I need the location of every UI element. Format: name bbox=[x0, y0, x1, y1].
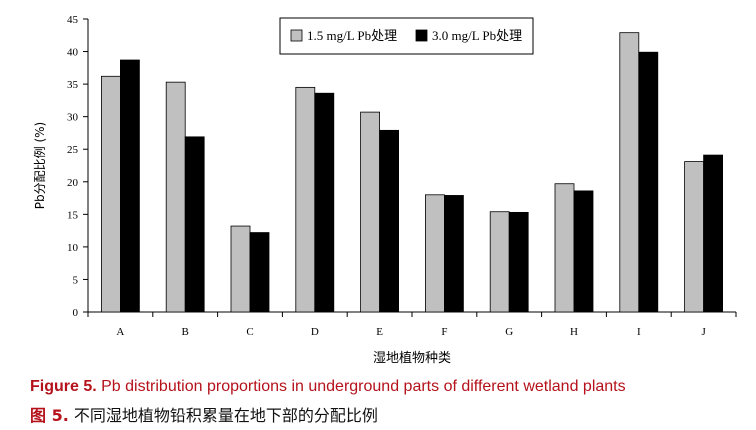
y-axis-title: Pb分配比例 (%) bbox=[33, 122, 47, 209]
x-tick-label: F bbox=[441, 326, 447, 338]
y-tick-label: 0 bbox=[73, 307, 79, 319]
x-tick-label: H bbox=[570, 326, 578, 338]
bar-series2-A bbox=[120, 59, 140, 313]
bar-series2-D bbox=[314, 92, 335, 313]
x-tick-label: G bbox=[505, 326, 513, 338]
bar-series2-C bbox=[249, 232, 270, 313]
bar-series1-C bbox=[230, 225, 251, 313]
bar-series1-G bbox=[489, 211, 510, 313]
y-tick-label: 30 bbox=[67, 112, 79, 124]
legend-swatch-series2 bbox=[415, 29, 428, 42]
x-tick-label: D bbox=[311, 326, 319, 338]
x-tick-label: J bbox=[701, 326, 706, 338]
caption-english-label: Figure 5. bbox=[30, 378, 97, 395]
x-tick-label: I bbox=[637, 326, 641, 338]
x-tick-label: E bbox=[376, 326, 383, 338]
bar-series1-A bbox=[101, 75, 121, 313]
caption-chinese: 图 5. 不同湿地植物铅积累量在地下部的分配比例 bbox=[30, 402, 378, 426]
legend-label-series1: 1.5 mg/L Pb处理 bbox=[307, 28, 397, 43]
bar-chart: 0 5 10 15 20 25 30 35 40 45 A B C D E F G H I J 湿地植物种类 Pb分配比例… bbox=[33, 14, 737, 366]
x-axis-title: 湿地植物种类 bbox=[373, 351, 451, 366]
bar-series1-J bbox=[684, 161, 704, 313]
bar-series2-B bbox=[184, 136, 205, 313]
bar-series1-D bbox=[295, 86, 316, 313]
bar-series2-E bbox=[379, 129, 400, 313]
bar-series1-H bbox=[554, 183, 575, 313]
y-tick-label: 45 bbox=[67, 14, 79, 26]
x-tick-label: C bbox=[246, 326, 253, 338]
bar-series1-B bbox=[165, 81, 186, 313]
y-tick-label: 5 bbox=[73, 274, 79, 286]
legend-box bbox=[279, 17, 534, 55]
caption-chinese-text: 不同湿地植物铅积累量在地下部的分配比例 bbox=[68, 406, 378, 425]
bar-series2-F bbox=[443, 195, 464, 313]
y-tick-label: 10 bbox=[67, 242, 79, 254]
bar-series2-G bbox=[508, 211, 529, 313]
bar-series1-F bbox=[424, 194, 445, 313]
caption-english: Figure 5. Pb distribution proportions in… bbox=[30, 378, 626, 396]
chart-bars bbox=[101, 32, 723, 313]
y-tick-label: 20 bbox=[67, 177, 79, 189]
legend-label-series2: 3.0 mg/L Pb处理 bbox=[432, 28, 522, 43]
y-tick-label: 25 bbox=[67, 144, 79, 156]
legend-swatch-series1 bbox=[290, 29, 303, 42]
x-tick-label: B bbox=[182, 326, 189, 338]
caption-chinese-label: 图 5. bbox=[30, 406, 69, 425]
y-tick-label: 35 bbox=[67, 79, 79, 91]
chart-legend: 1.5 mg/L Pb处理 3.0 mg/L Pb处理 bbox=[279, 17, 534, 55]
caption-english-text: Pb distribution proportions in undergrou… bbox=[96, 378, 626, 395]
bar-series1-E bbox=[360, 111, 381, 313]
bar-series2-J bbox=[703, 154, 723, 313]
bar-series2-H bbox=[573, 190, 594, 313]
bar-series1-I bbox=[619, 32, 640, 313]
x-tick-label: A bbox=[116, 326, 124, 338]
y-tick-label: 15 bbox=[67, 209, 79, 221]
y-tick-label: 40 bbox=[67, 47, 79, 59]
bar-series2-I bbox=[638, 51, 659, 313]
